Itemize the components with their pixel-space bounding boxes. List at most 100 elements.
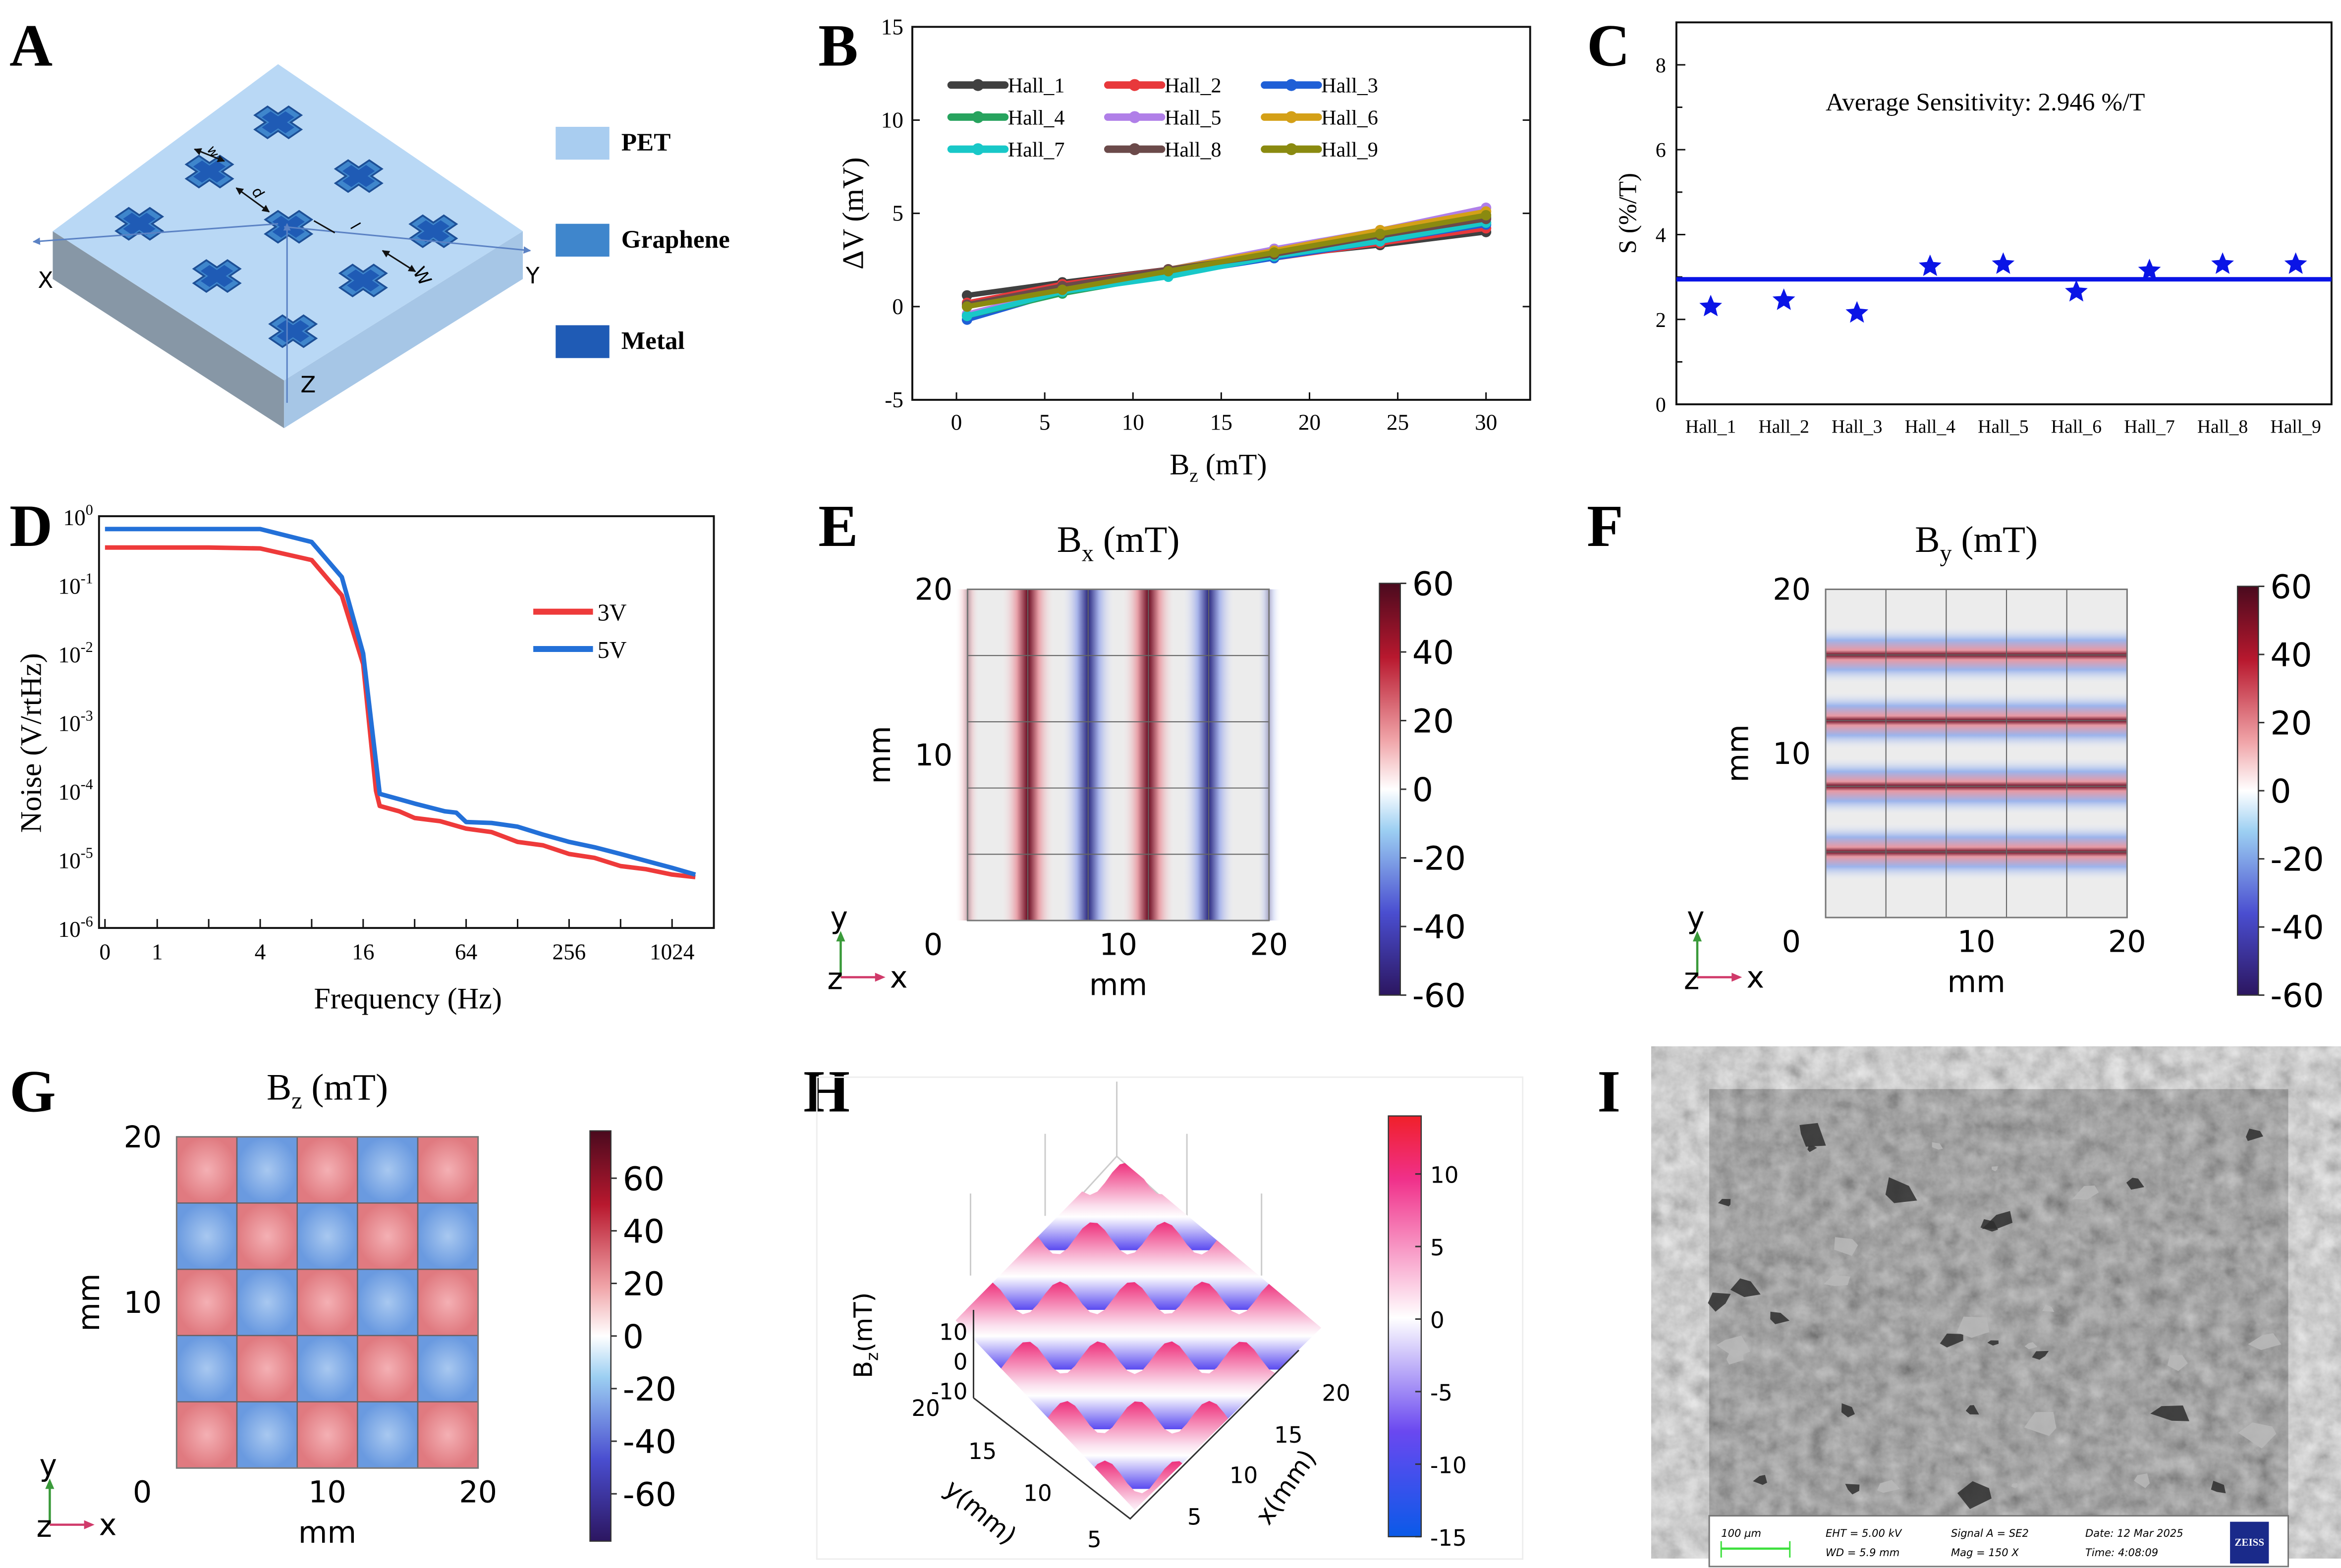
x-tick-label: 1024	[650, 939, 694, 964]
legend-marker-Hall_6	[1285, 111, 1297, 123]
series-line-Hall_9	[966, 213, 1487, 310]
colorbar	[589, 1130, 612, 1542]
x-tick-label: 10	[1122, 410, 1144, 434]
legend-label: Hall_6	[1321, 106, 1378, 129]
x-tick-label: 5	[1039, 410, 1051, 434]
colorbar	[1379, 583, 1401, 996]
map-cell	[176, 1202, 238, 1270]
legend-marker-Hall_3	[1285, 79, 1297, 91]
colorbar-tick-label: 40	[1412, 634, 1454, 672]
map-cell	[236, 1202, 298, 1270]
colorbar-tick-label: -40	[1412, 908, 1466, 946]
colorbar-tick-label: 60	[623, 1160, 665, 1198]
legend-marker-Hall_8	[1128, 143, 1141, 156]
z-tick-label: 10	[939, 1319, 967, 1345]
data-point-Hall_6	[2065, 279, 2088, 302]
heatmap-bz: Bz (mT) 0 10 20 20 10 mm mm yz x 60 40 20 0 -20 -40 -60	[36, 1067, 676, 1550]
legend-label: Hall_9	[1321, 138, 1378, 162]
colorbar-tick-label: 20	[1412, 703, 1454, 741]
chart-hall-voltage: 0 5 10 15 20 25 30 -5 0 5 10 15 Hall_1 Hall_2 Hall_3 Ha…	[837, 14, 1531, 487]
sem-flake	[1987, 1340, 1999, 1346]
y-tick-label: 10-2	[58, 639, 93, 667]
map-frame	[1825, 589, 2128, 919]
sem-flake	[2042, 1304, 2055, 1312]
triad-x-label: x	[890, 961, 908, 995]
colorbar-tick-label: 5	[1430, 1235, 1445, 1261]
legend-label: Metal	[621, 327, 685, 355]
panel-frame	[816, 1076, 1524, 1560]
x-tick-label: 0	[1782, 924, 1801, 959]
y-tick-label: 10	[124, 1286, 162, 1320]
colorbar-tick-label: -60	[2270, 977, 2324, 1015]
legend-marker-Hall_1	[972, 79, 984, 91]
map-cell	[357, 1268, 419, 1337]
x-tick-label: Hall_9	[2270, 416, 2321, 437]
colorbar	[2236, 586, 2259, 996]
x-tick-label: 0	[951, 410, 962, 434]
sem-texture	[1709, 1089, 2288, 1516]
x-tick-label: 0	[100, 939, 111, 964]
map-cell	[417, 1268, 479, 1337]
sem-flake	[1708, 1293, 1731, 1312]
map-title: Bz (mT)	[267, 1067, 388, 1114]
x-tick-label: 10	[1099, 927, 1137, 962]
map-cell	[236, 1268, 298, 1337]
y-tick-label: 100	[63, 501, 93, 530]
sem-info-bar	[1708, 1515, 2289, 1568]
colorbar-tick-label: -5	[1430, 1380, 1452, 1406]
y-tick-label: 10	[915, 738, 953, 773]
x-tick-label: Hall_4	[1905, 416, 1956, 437]
sem-flake	[1807, 1146, 1817, 1152]
sem-flake	[2248, 1333, 2282, 1351]
x-tick-label: Hall_6	[2051, 416, 2102, 437]
x-tick-label: 20	[1298, 410, 1321, 434]
legend-marker-Hall_7	[972, 143, 984, 156]
y-tick-label: 10	[1023, 1480, 1052, 1506]
triad-y-label: y	[39, 1448, 57, 1483]
sem-flake	[2167, 1355, 2188, 1371]
map-cell	[236, 1136, 298, 1204]
sem-flake	[2072, 1185, 2099, 1200]
y-axis-label: mm	[863, 726, 897, 784]
map-cell	[296, 1401, 358, 1469]
triad-y-arrowhead	[45, 1478, 55, 1489]
legend-label: 3V	[598, 600, 627, 626]
dim-w-arrow	[194, 148, 225, 162]
x-tick-label: 0	[924, 927, 943, 962]
data-point-Hall_3	[1845, 301, 1869, 323]
slab-right-face	[284, 231, 523, 429]
sem-eht: EHT = 5.00 kV	[1826, 1527, 1902, 1539]
y-tick-label: 20	[1773, 573, 1811, 607]
colorbar-tick-label: 0	[1430, 1307, 1445, 1334]
colorbar-tick-label: -20	[623, 1370, 676, 1408]
annotation-average: Average Sensitivity: 2.946 %/T	[1826, 88, 2145, 116]
legend-marker-Hall_5	[1128, 111, 1141, 123]
sem-flake	[1730, 1278, 1761, 1298]
map-cell	[176, 1268, 238, 1337]
sem-scale-label: 100 µm	[1721, 1527, 1761, 1539]
x-tick-label: 256	[553, 939, 586, 964]
map-cell	[296, 1136, 358, 1204]
sem-flake	[2246, 1129, 2263, 1141]
colorbar-tick-label: -20	[1412, 840, 1466, 878]
panel-label-d: D	[9, 493, 53, 559]
y-tick-label: 0	[1656, 393, 1666, 417]
map-cell	[296, 1268, 358, 1337]
legend-marker-Hall_2	[1128, 79, 1141, 91]
map-cell	[176, 1401, 238, 1469]
colorbar-tick-label: 20	[2270, 704, 2312, 743]
zeiss-logo-text: ZEISS	[2234, 1536, 2264, 1548]
sem-flake	[1956, 1316, 1990, 1338]
x-tick-label: 64	[455, 939, 477, 964]
panel-label-e: E	[818, 493, 858, 559]
y-tick-label: 10	[881, 108, 903, 132]
triad-y-arrowhead	[1692, 931, 1702, 942]
sem-flake	[1980, 1219, 1998, 1232]
x-tick-label: 4	[255, 939, 266, 964]
colorbar-tick-label: 0	[1412, 771, 1433, 809]
x-axis-label: Bz (mT)	[1170, 448, 1267, 487]
sem-flake	[1965, 1405, 1979, 1415]
x-tick-label: Hall_5	[1978, 416, 2028, 437]
legend-label: PET	[621, 128, 671, 157]
triad-x-label: x	[1746, 961, 1764, 995]
